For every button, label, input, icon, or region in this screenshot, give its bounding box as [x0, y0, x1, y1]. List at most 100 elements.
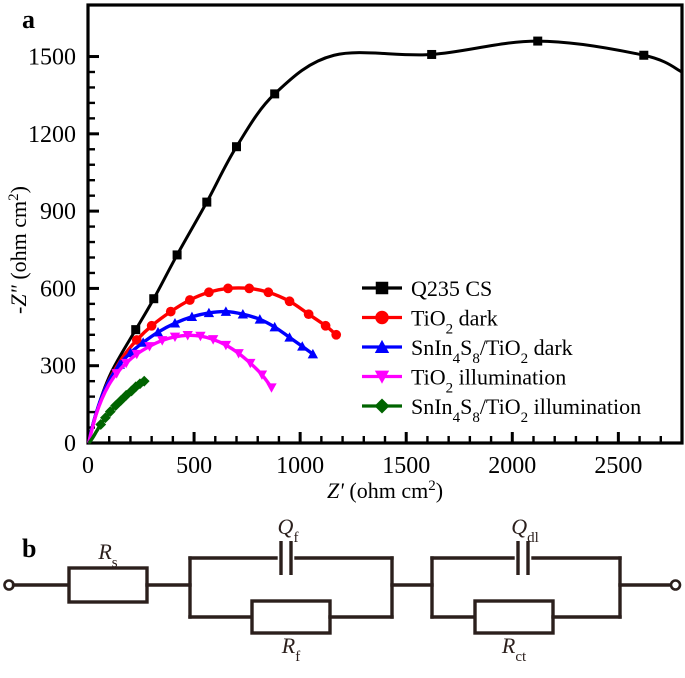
data-marker — [146, 320, 157, 331]
cpe-Qf — [279, 541, 293, 575]
data-marker — [256, 370, 268, 380]
data-marker — [131, 325, 141, 335]
legend-label: SnIn4S8/TiO2 dark — [411, 335, 573, 367]
y-tick-label: 300 — [40, 354, 76, 380]
data-series-layer — [87, 36, 684, 444]
x-tick-label: 2500 — [594, 453, 642, 479]
data-marker — [284, 332, 295, 342]
data-marker — [270, 89, 280, 99]
x-tick-label: 2000 — [488, 453, 536, 479]
legend-item-4[interactable]: SnIn4S8/TiO2 illumination — [362, 394, 641, 426]
data-marker — [169, 332, 181, 343]
label-Rf: Rf — [281, 633, 300, 665]
label-Rs: Rs — [97, 539, 117, 571]
equivalent-circuit-diagram: Rs Qf Rf Qdl Rct — [3, 514, 682, 665]
label-Rct: Rct — [501, 633, 527, 665]
data-marker — [203, 307, 215, 318]
data-marker — [331, 329, 342, 340]
data-marker — [186, 311, 198, 322]
data-marker — [202, 197, 212, 207]
x-tick-label: 0 — [82, 453, 94, 479]
x-tick-label: 500 — [176, 453, 212, 479]
data-marker — [639, 50, 649, 60]
data-marker — [99, 412, 111, 424]
series-4 — [87, 375, 150, 444]
data-marker — [204, 287, 214, 298]
y-tick-label: 0 — [64, 431, 76, 457]
data-marker — [95, 419, 107, 430]
eis-nyquist-plot: 0 500 1000 1500 2000 2500 030060090012001500 … — [6, 3, 684, 503]
data-marker — [223, 283, 233, 294]
data-marker — [533, 36, 543, 46]
data-marker — [149, 294, 159, 304]
panel-a-label: a — [22, 5, 35, 34]
x-axis-title: Z' (ohm cm2) — [327, 478, 443, 503]
legend-label: Q235 CS — [411, 276, 492, 301]
series-3 — [87, 331, 277, 444]
data-marker — [157, 336, 168, 346]
data-marker — [297, 341, 308, 351]
y-tick-label: 1200 — [28, 122, 76, 148]
data-marker — [266, 383, 277, 393]
data-marker — [121, 358, 132, 369]
data-marker — [245, 358, 256, 369]
data-marker — [232, 142, 241, 152]
legend-item-1[interactable]: TiO2 dark — [362, 306, 498, 338]
data-marker — [207, 335, 219, 345]
data-marker — [131, 349, 142, 360]
data-marker — [195, 331, 206, 342]
y-tick-label: 900 — [40, 199, 76, 225]
legend-item-3[interactable]: TiO2 illumination — [362, 365, 566, 397]
x-tick-label: 1500 — [382, 453, 430, 479]
data-marker — [104, 406, 116, 417]
y-tick-label: 1500 — [28, 45, 76, 71]
y-axis-tick-labels: 0 300 600 900 1200 1500 — [28, 45, 76, 457]
legend-marker — [374, 370, 390, 384]
y-tick-label: 600 — [40, 276, 76, 302]
right-terminal — [669, 579, 682, 591]
data-marker — [244, 283, 255, 294]
legend-label: TiO2 dark — [411, 306, 498, 338]
data-marker — [320, 320, 331, 331]
cpe-Qdl — [516, 541, 530, 575]
data-marker — [110, 400, 121, 412]
legend-marker — [375, 281, 389, 295]
data-marker — [303, 309, 314, 320]
resistor-Rs — [67, 566, 149, 604]
legend-item-2[interactable]: SnIn4S8/TiO2 dark — [362, 335, 573, 367]
legend-label: TiO2 illumination — [411, 365, 566, 397]
legend-marker — [374, 398, 390, 414]
data-marker — [182, 331, 193, 341]
data-marker — [131, 335, 142, 345]
data-marker — [220, 306, 232, 316]
x-axis-tick-labels: 0 500 1000 1500 2000 2500 — [82, 453, 642, 479]
legend-marker — [374, 339, 390, 353]
label-Qf: Qf — [278, 514, 299, 546]
data-marker — [284, 296, 295, 307]
data-marker — [152, 327, 164, 337]
data-marker — [169, 318, 181, 328]
data-marker — [307, 348, 319, 359]
legend-item-0[interactable]: Q235 CS — [362, 276, 492, 301]
axis-ticks — [86, 55, 684, 445]
y-axis-title: -Z" (ohm cm2) — [6, 186, 31, 314]
data-marker — [263, 287, 274, 298]
data-marker — [138, 375, 150, 387]
data-marker — [111, 369, 122, 379]
data-marker — [237, 309, 249, 319]
data-marker — [220, 340, 232, 351]
data-marker — [427, 49, 437, 59]
resistor-Rf — [250, 599, 332, 635]
x-tick-label: 1000 — [276, 453, 324, 479]
data-marker — [172, 250, 182, 260]
data-marker — [269, 321, 280, 332]
panel-b-label: b — [22, 534, 36, 563]
resistor-Rct — [473, 599, 555, 635]
data-marker — [144, 342, 155, 352]
data-marker — [184, 295, 195, 305]
data-marker — [130, 381, 142, 393]
legend-marker — [375, 310, 389, 325]
